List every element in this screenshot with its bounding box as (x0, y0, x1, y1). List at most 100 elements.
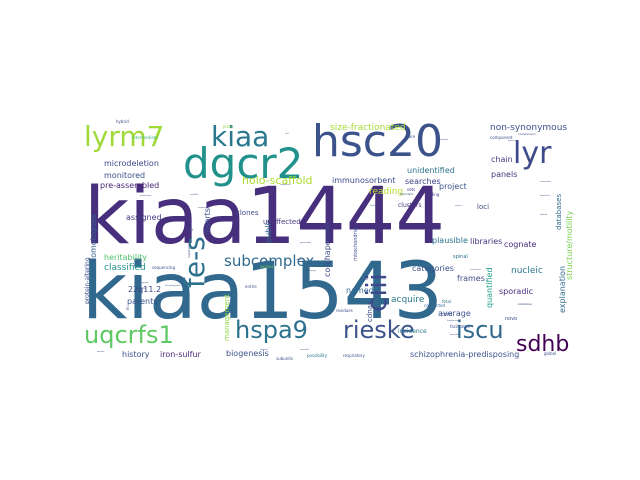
word-structure-motility: structure/motility (565, 210, 574, 280)
word-named: named (346, 286, 374, 295)
word-size-fractionated: size-fractionated (330, 123, 406, 133)
word-iii: iii (126, 306, 129, 311)
word-cdnas: cdnas (366, 301, 374, 322)
word-spinal: spinal (453, 254, 468, 260)
word-chain: chain (491, 155, 513, 164)
word-public: public (264, 219, 273, 243)
word-unaffected: unaffected (263, 218, 301, 226)
word-pseudo: pseudo (97, 351, 105, 353)
word-acquire: acquire (391, 295, 425, 305)
word-parents: parents (127, 297, 157, 306)
word-sequencing: sequencing (152, 265, 175, 270)
word-schizophrenia-predisposing: schizophrenia-predisposing (410, 350, 519, 359)
word-transfer: transfer (360, 278, 368, 281)
word-dehydrogenase: dehydrogenase (165, 284, 181, 287)
word-kiaa1543: kiaa1543 (82, 247, 443, 337)
word-identifying: identifying (305, 269, 316, 272)
word-conserved: conserved (470, 268, 481, 271)
word-immunosorbent: immunosorbent (332, 176, 395, 185)
word-complexes: complexes (280, 184, 291, 186)
word-fe-s: fe-s (178, 236, 211, 288)
word-history: history (122, 350, 150, 359)
word-protein-altering: protein-altering (84, 257, 91, 304)
word-prior: prior (223, 124, 233, 129)
word-consists: consists (440, 138, 448, 141)
word-sporadic: sporadic (499, 287, 533, 296)
word-reading: reading (369, 187, 403, 197)
word-heritability: heritability (104, 253, 147, 262)
word-kiaa: kiaa (211, 120, 269, 153)
word-rieske: rieske (343, 316, 415, 344)
word-novo: novo (505, 316, 517, 322)
word-uqcrfs1: uqcrfs1 (84, 321, 174, 349)
word-assembly: assembly (450, 334, 460, 336)
word-clusters: clusters (398, 202, 422, 209)
word-loci: loci (477, 203, 489, 211)
word-biogenesis: biogenesis (226, 349, 269, 358)
word-mutation: mutation (198, 206, 208, 209)
word-hsc20: hsc20 (312, 116, 443, 167)
word-management: management (223, 294, 231, 341)
word-quantified: quantified (485, 267, 494, 308)
word-kiaa1444: kiaa1444 (84, 172, 445, 262)
word-co-chaperone: co-chaperone (323, 222, 332, 277)
word-composed: composed (138, 282, 149, 284)
word-subunits: subunits (276, 356, 293, 361)
word-cognate: cognate (504, 240, 536, 249)
word-essential: essential (300, 348, 309, 351)
word-presented: presented (508, 139, 519, 142)
word-scaffold: scaffold (190, 194, 199, 196)
word-sets: sets (407, 187, 415, 192)
word-unidentified: unidentified (407, 166, 455, 175)
word-global: global (544, 351, 556, 356)
word-frames: frames (457, 274, 485, 283)
word-kb: kb (188, 227, 193, 232)
word-ligand: ligand (420, 261, 427, 263)
word-average: average (438, 309, 471, 318)
word-respiratory: respiratory (343, 353, 366, 358)
word-entire: entire (245, 284, 257, 289)
word-stabilizes: stabilizes (518, 302, 532, 306)
word-transient: transient (400, 192, 414, 196)
word-homologues: homologues (89, 214, 98, 263)
word-iscu: iscu (456, 316, 504, 344)
word-facilitates: facilitates (450, 324, 470, 329)
word-cord: cord (441, 312, 452, 318)
word-pre-assembled: pre-assembled (100, 181, 159, 190)
word-association: association (140, 194, 152, 197)
word-mitochondrial: mitochondrial (353, 227, 359, 262)
word-excess: excess (260, 264, 274, 269)
word-incidence: incidence (398, 328, 427, 335)
word-bound: bound (228, 312, 235, 314)
word-holo-scaffold: holo-scaffold (242, 174, 313, 187)
word-iron-sulfur: iron-sulfur (160, 350, 202, 359)
word-categories: categories (412, 264, 454, 273)
word-self: self (285, 133, 289, 135)
word-conducted: conducted (424, 303, 445, 308)
word-non-synonymous: non-synonymous (490, 123, 567, 133)
word-transcripts: transcripts (540, 180, 551, 183)
word-coding: coding (426, 192, 440, 197)
word-identical: identical (296, 258, 305, 261)
word-monitored: monitored (104, 171, 145, 180)
word-assigned: assigned (126, 213, 162, 222)
word-project: project (439, 182, 467, 191)
word-databases: databases (555, 194, 563, 230)
word-residues: residues (336, 308, 353, 313)
word-confirmed: confirmed (370, 204, 381, 207)
word-highlighting: highlighting (187, 240, 191, 258)
word-searches: searches (405, 177, 441, 186)
word-component: component (490, 135, 513, 140)
word-plausible: plausible (432, 236, 468, 245)
word-dgcr2: dgcr2 (183, 139, 303, 188)
word-cluster: cluster (455, 204, 462, 207)
word-lyr: lyr (513, 136, 552, 171)
word-clones: clones (236, 209, 259, 217)
word-hspa9: hspa9 (235, 316, 308, 344)
word-possibility: possibility (307, 353, 328, 358)
word-fetal: fetal (442, 299, 451, 304)
word-intermediate: intermediate (132, 135, 158, 140)
word-inserts: inserts (203, 208, 212, 235)
